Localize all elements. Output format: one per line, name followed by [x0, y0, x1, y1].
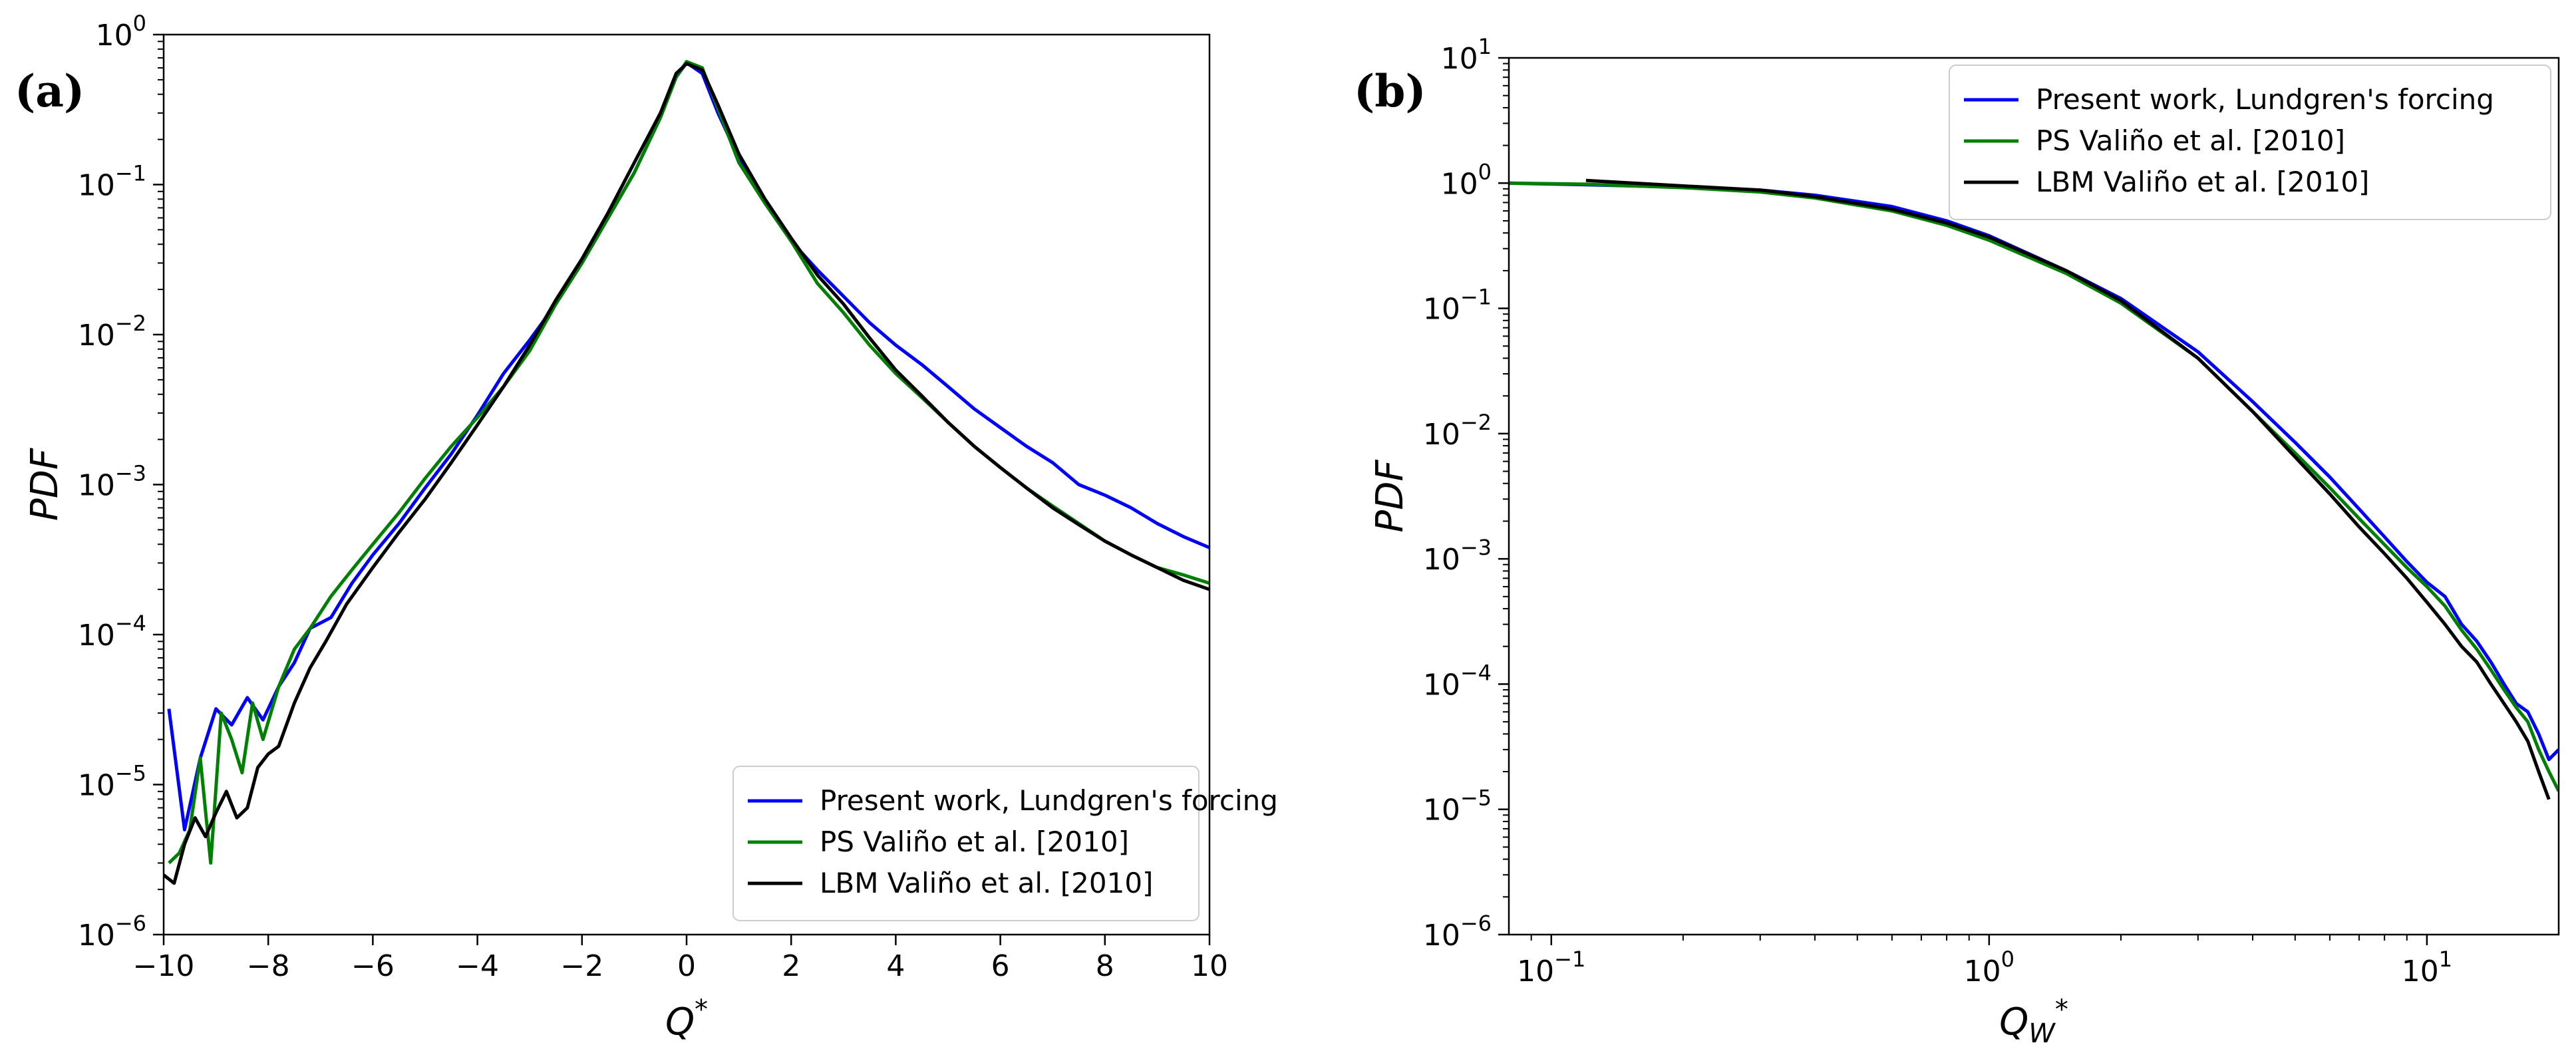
y-tick-label: 10−3 [1423, 535, 1492, 577]
x-tick-label: 4 [886, 949, 905, 983]
y-tick-label-exponent: 1 [1478, 34, 1492, 59]
legend-box [1949, 65, 2551, 220]
x-tick-label: −4 [456, 949, 499, 983]
x-tick-label: 10 [1191, 949, 1228, 983]
y-tick-label-exponent: 0 [133, 11, 146, 36]
y-tick-label: 10−6 [1423, 911, 1492, 953]
x-tick-label-mantissa: 10 [1964, 955, 2001, 988]
y-tick-label: 10−4 [1423, 660, 1492, 702]
y-tick-label-exponent: −1 [115, 161, 146, 186]
y-tick-label-exponent: −2 [115, 311, 146, 336]
x-axis-label-superscript: * [2055, 994, 2068, 1025]
y-tick-label-mantissa: 10 [1423, 293, 1460, 327]
series-group [164, 60, 1209, 885]
y-tick-label-exponent: −5 [115, 761, 146, 786]
y-tick-label-exponent: −2 [1460, 410, 1492, 435]
y-tick-label-mantissa: 10 [78, 319, 115, 353]
y-tick-label-mantissa: 10 [96, 19, 133, 53]
y-tick-label: 10−3 [78, 461, 146, 503]
legend-label-0: Present work, Lundgren's forcing [2036, 83, 2494, 116]
legend-label-2: LBM Valiño et al. [2010] [2036, 166, 2369, 198]
y-tick-label-mantissa: 10 [1423, 543, 1460, 577]
y-tick-label-mantissa: 10 [1441, 167, 1478, 201]
y-tick-label: 10−6 [78, 911, 146, 953]
series-line-0 [167, 61, 1209, 831]
x-tick-label: 0 [677, 949, 696, 983]
y-tick-label-exponent: −3 [1460, 535, 1492, 560]
x-tick-label: −10 [133, 949, 195, 983]
y-tick-label-exponent: −6 [115, 911, 146, 936]
legend-box [732, 766, 1200, 921]
y-tick-label-mantissa: 10 [1423, 794, 1460, 827]
y-tick-label-mantissa: 10 [78, 619, 115, 653]
y-tick-label-exponent: 0 [1478, 159, 1492, 184]
y-tick-label-mantissa: 10 [78, 769, 115, 803]
x-tick-label: 101 [2402, 947, 2452, 988]
panel-label: (a) [15, 65, 84, 117]
x-axis-label-subscript: W [2028, 1018, 2056, 1047]
x-axis-label-main: Q [665, 1000, 695, 1044]
y-tick-label: 10−5 [78, 761, 146, 803]
y-tick-label: 10−2 [78, 311, 146, 353]
panel-label: (b) [1354, 65, 1426, 117]
x-tick-label-exponent: 1 [2439, 947, 2452, 972]
series-line-1 [1509, 181, 2559, 792]
x-tick-label: 2 [782, 949, 800, 983]
y-tick-label-exponent: −4 [1460, 660, 1492, 685]
y-tick-label: 10−5 [1423, 786, 1492, 827]
x-tick-label: 6 [991, 949, 1010, 983]
y-tick-label-mantissa: 10 [1441, 42, 1478, 76]
x-tick-label: −6 [351, 949, 395, 983]
y-tick-label: 10−1 [1423, 285, 1492, 327]
y-tick-label-mantissa: 10 [78, 469, 115, 503]
x-tick-label-exponent: 0 [2001, 947, 2014, 972]
y-tick-label-exponent: −1 [1460, 285, 1492, 310]
legend-label-0: Present work, Lundgren's forcing [820, 784, 1278, 817]
series-line-0 [1509, 181, 2559, 762]
y-tick-label-mantissa: 10 [1423, 919, 1460, 953]
axes-frame [1508, 57, 2560, 936]
y-tick-label-exponent: −6 [1460, 911, 1492, 936]
legend-label-2: LBM Valiño et al. [2010] [820, 867, 1153, 899]
y-axis-label: PDF [23, 448, 67, 521]
y-tick-label-mantissa: 10 [1423, 668, 1460, 702]
series-line-2 [1585, 178, 2551, 800]
y-tick-label-mantissa: 10 [78, 169, 115, 203]
y-tick-label-exponent: −5 [1460, 786, 1492, 811]
x-tick-label-mantissa: 10 [1517, 955, 1554, 988]
y-tick-label: 100 [96, 11, 146, 53]
y-axis-label: PDF [1368, 460, 1412, 533]
y-tick-label: 10−4 [78, 611, 146, 653]
y-tick-label: 10−2 [1423, 410, 1492, 452]
x-axis-label-superscript: * [695, 994, 708, 1025]
x-tick-label: 100 [1964, 947, 2014, 988]
series-line-2 [164, 62, 1209, 885]
y-tick-label-mantissa: 10 [1423, 418, 1460, 452]
legend-label-1: PS Valiño et al. [2010] [2036, 124, 2345, 157]
x-tick-label: −2 [560, 949, 603, 983]
x-tick-label-mantissa: 10 [2402, 955, 2439, 988]
y-tick-label: 100 [1441, 159, 1492, 201]
series-group [1509, 178, 2559, 800]
y-tick-label-exponent: −4 [115, 611, 146, 636]
y-tick-label-mantissa: 10 [78, 919, 115, 953]
x-axis-label: Q* [665, 994, 708, 1044]
y-tick-label: 101 [1441, 34, 1492, 76]
y-tick-label-exponent: −3 [115, 461, 146, 486]
y-tick-label: 10−1 [78, 161, 146, 203]
x-tick-label-exponent: −1 [1554, 947, 1585, 972]
legend-label-1: PS Valiño et al. [2010] [820, 825, 1129, 858]
x-tick-label: 8 [1096, 949, 1114, 983]
x-axis-label: QW* [1999, 994, 2068, 1047]
x-tick-label: 10−1 [1517, 947, 1585, 988]
x-axis-label-main: Q [1999, 1000, 2028, 1044]
x-tick-label: −8 [247, 949, 290, 983]
